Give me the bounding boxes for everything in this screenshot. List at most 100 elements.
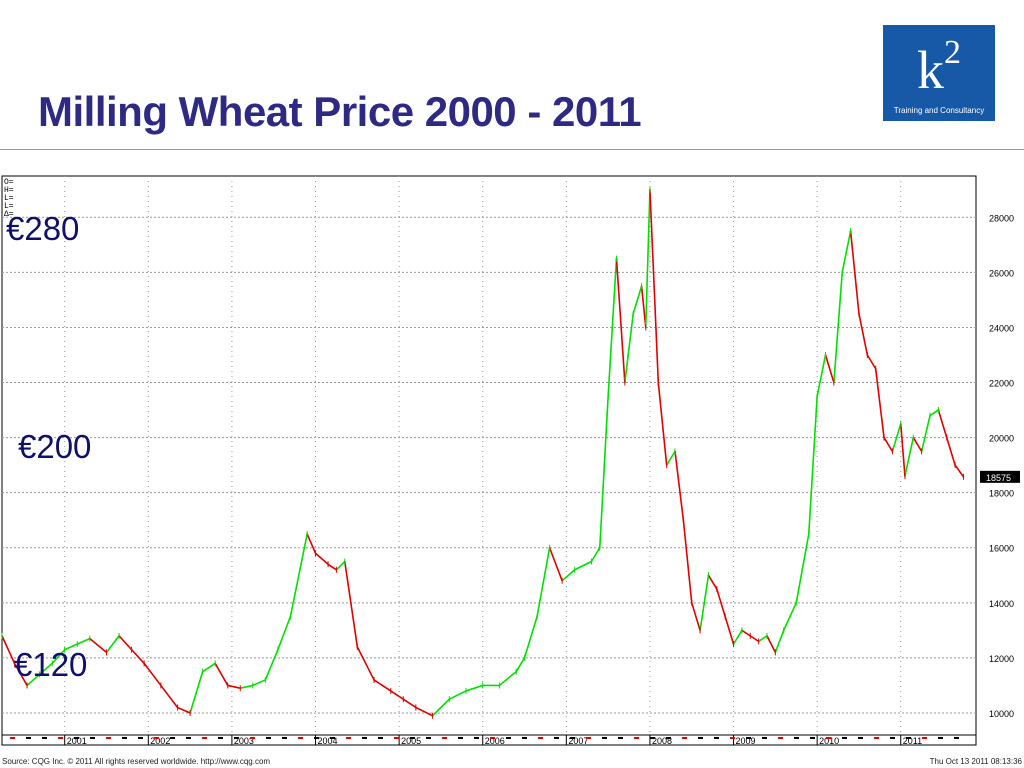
axis-marker (650, 737, 655, 739)
price-segment (548, 546, 563, 582)
y-tick-label: 20000 (989, 434, 1014, 444)
axis-marker (202, 737, 207, 739)
price-segment (327, 563, 338, 571)
x-tick-label: 2004 (318, 736, 338, 746)
price-segment (143, 662, 162, 687)
price-segment (632, 285, 643, 315)
price-segment (306, 533, 317, 555)
price-segment (536, 546, 551, 618)
price-segment (649, 188, 660, 384)
price-segment (289, 533, 308, 618)
price-segment (561, 568, 576, 582)
price-segment (226, 684, 242, 689)
axis-marker (218, 737, 223, 739)
legend-header-label: O= (4, 178, 14, 187)
legend-header-label: L= (4, 202, 14, 211)
price-segment (891, 423, 902, 453)
price-segment (590, 546, 601, 563)
y-tick-label: 24000 (989, 323, 1014, 333)
axis-marker (714, 737, 719, 739)
axis-marker (698, 737, 703, 739)
axis-marker (954, 737, 959, 739)
price-segment (201, 662, 216, 673)
axis-marker (890, 737, 895, 739)
price-segment (912, 436, 923, 453)
price-segment (833, 271, 844, 384)
price-segment (277, 615, 292, 651)
axis-marker (554, 737, 559, 739)
x-axis-band (1, 734, 977, 746)
price-segment (904, 436, 915, 477)
axis-marker (762, 737, 767, 739)
price-segment (252, 679, 267, 687)
price-segment (176, 706, 191, 714)
axis-marker (234, 737, 239, 739)
axis-marker (506, 737, 511, 739)
axis-marker (634, 737, 639, 739)
axis-marker (250, 737, 255, 739)
wheat-price-chart: 10000 12000 14000 16000 18000 20000 22000 24000… (1, 175, 1020, 746)
price-segment (816, 354, 827, 398)
price-segment (945, 436, 956, 466)
x-tick-label: 2005 (401, 736, 421, 746)
axis-marker (90, 737, 95, 739)
price-segment (682, 519, 693, 604)
y-tick-label: 26000 (989, 268, 1014, 278)
price-segment (63, 643, 79, 651)
axis-marker (746, 737, 751, 739)
price-segment (343, 560, 359, 648)
price-segment (214, 662, 229, 687)
price-segment (741, 629, 752, 637)
axis-marker (186, 737, 191, 739)
price-segment (607, 257, 618, 398)
price-segment (665, 450, 676, 466)
y-tick-label: 18000 (989, 489, 1014, 499)
axis-marker (282, 737, 287, 739)
axis-marker (10, 737, 15, 739)
axis-marker (394, 737, 399, 739)
y-tick-label: 12000 (989, 654, 1014, 664)
price-segment (13, 662, 28, 687)
price-segment (624, 312, 635, 384)
price-segment (515, 657, 526, 673)
price-segment (389, 690, 405, 701)
axis-marker (122, 737, 127, 739)
axis-marker (570, 737, 575, 739)
price-segment (431, 698, 451, 717)
axis-marker (330, 737, 335, 739)
axis-marker (666, 737, 671, 739)
x-tick-label: 2002 (150, 736, 170, 746)
price-segment (51, 648, 66, 665)
axis-marker (442, 737, 447, 739)
axis-marker (458, 737, 463, 739)
axis-marker (682, 737, 687, 739)
price-segment (749, 635, 760, 643)
x-tick-label: 2003 (234, 736, 254, 746)
axis-marker (378, 737, 383, 739)
price-segment (615, 257, 626, 384)
price-segment (640, 285, 647, 329)
axis-marker (138, 737, 143, 739)
axis-marker (426, 737, 431, 739)
price-segment (920, 414, 931, 453)
axis-marker (810, 737, 815, 739)
price-segment (130, 648, 145, 665)
last-price-tag (980, 470, 1020, 483)
last-price-label: 18575 (986, 473, 1011, 483)
price-segment (239, 684, 254, 689)
axis-marker (298, 737, 303, 739)
price-segment (1, 635, 16, 665)
callout-200: €200 (18, 428, 92, 465)
price-segment (523, 615, 538, 659)
source-footer: Source: CQG Inc. © 2011 All rights reser… (2, 757, 271, 766)
price-segment (954, 464, 965, 478)
timestamp-footer: Thu Oct 13 2011 08:13:36 (929, 757, 1022, 766)
axis-marker (842, 737, 847, 739)
price-segment (160, 684, 179, 709)
price-segment (118, 635, 133, 651)
price-segment (732, 629, 743, 645)
y-tick-label: 16000 (989, 544, 1014, 554)
axis-marker (42, 737, 47, 739)
legend-header-label: H= (4, 186, 14, 195)
price-segment (38, 662, 53, 676)
